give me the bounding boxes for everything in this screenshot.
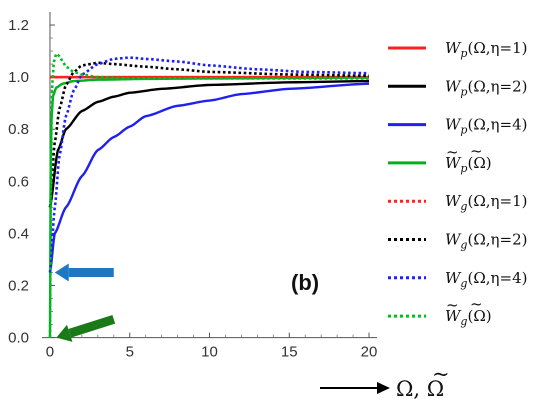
legend: Wp(Ω,η=1)Wp(Ω,η=2)Wp(Ω,η=4)Wp(Ω)~ ~Wg(Ω,η… (388, 39, 527, 328)
x-tick-label: 0 (46, 344, 54, 361)
annotation-arrowhead-1 (54, 263, 69, 282)
axes: 0 5 10 15 20 0.0 0.2 0.4 0.6 0.8 1.0 1.2 (8, 12, 377, 361)
x-axis-title-tilde: ~ (432, 362, 450, 386)
x-tick-label: 5 (126, 344, 134, 361)
annotation-arrowhead-2 (56, 324, 73, 342)
series-line-8 (48, 52, 370, 338)
panel-label: (b) (291, 270, 319, 295)
y-tick-label: 0.8 (8, 121, 29, 138)
annotations (54, 263, 116, 342)
y-tick-label: 1.0 (8, 69, 29, 86)
series-line-4 (48, 76, 370, 338)
y-tick-label: 0.6 (8, 173, 29, 190)
series-line-3 (48, 82, 370, 273)
legend-label-8: Wg(Ω) (445, 307, 492, 328)
y-tick-label: 0.2 (8, 277, 29, 294)
annotation-arrow-2 (68, 315, 116, 338)
x-tick-label: 15 (281, 344, 298, 361)
series-group (48, 52, 370, 338)
series-line-2 (48, 79, 370, 208)
x-axis-title: Ω, Ω (396, 377, 444, 401)
series-line-7 (48, 56, 370, 273)
legend-label-5: Wg(Ω,η=1) (445, 192, 527, 213)
y-tick-label: 0.4 (8, 225, 29, 242)
legend-label-7: Wg(Ω,η=4) (445, 269, 527, 290)
x-tick-label: 20 (361, 344, 378, 361)
series-line-6 (48, 61, 370, 208)
legend-label-2: Wp(Ω,η=2) (445, 77, 527, 98)
y-tick-label: 0.0 (8, 330, 29, 347)
legend-label-4: Wp(Ω) (445, 154, 492, 175)
x-axis-title-arrowhead (377, 382, 390, 394)
legend-label-3: Wp(Ω,η=4) (445, 116, 527, 137)
legend-tilde-w: ~ (446, 143, 459, 161)
legend-tilde-w: ~ (446, 296, 459, 314)
legend-tilde-omega: ~ (470, 142, 483, 160)
y-tick-label: 1.2 (8, 17, 29, 34)
x-axis-title-group: Ω, Ω~ (320, 362, 450, 401)
legend-label-6: Wg(Ω,η=2) (445, 231, 527, 252)
legend-tilde-omega: ~ (470, 295, 483, 313)
x-tick-label: 10 (201, 344, 218, 361)
legend-label-1: Wp(Ω,η=1) (445, 39, 527, 60)
